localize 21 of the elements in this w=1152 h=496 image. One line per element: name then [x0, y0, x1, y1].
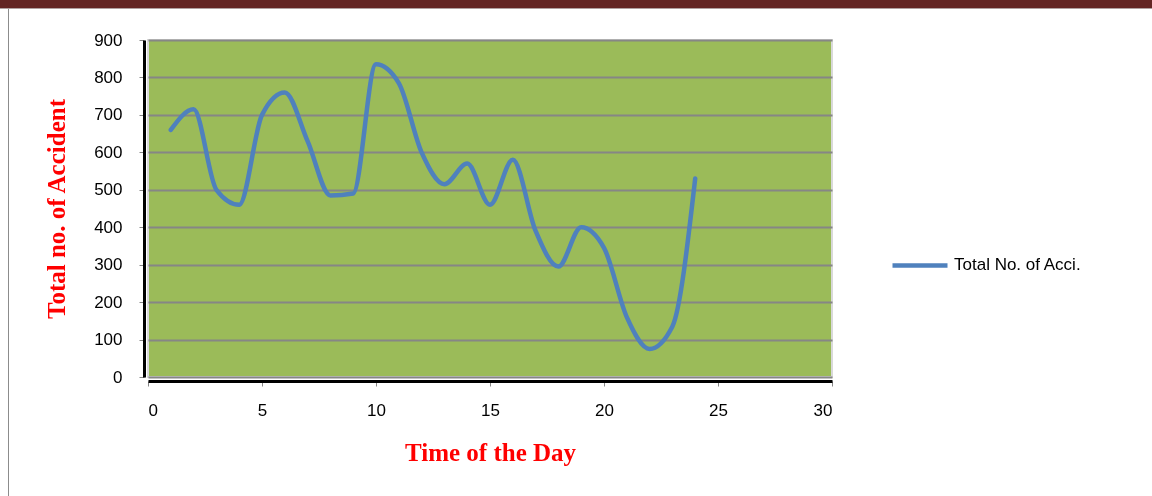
y-tick-label: 100 [94, 330, 123, 350]
x-tick-label: 5 [257, 400, 268, 420]
y-tick-label: 900 [94, 30, 123, 50]
x-tick-label: 25 [709, 400, 728, 420]
y-tick-label: 700 [94, 105, 123, 125]
y-tick-label: 500 [94, 180, 123, 200]
line-series [168, 62, 698, 352]
y-tick-label: 300 [94, 255, 123, 275]
y-axis-title: Total no. of Accident [43, 98, 71, 319]
y-tick-label: 200 [94, 292, 123, 312]
y-tick-label: 400 [94, 217, 123, 237]
x-tick-label: 0 [148, 400, 158, 420]
x-tick-label: 15 [481, 400, 500, 420]
x-axis-title: Time of the Day [404, 438, 577, 466]
x-tick-label: 20 [595, 400, 614, 420]
x-tick-label: 10 [367, 400, 386, 420]
y-tick-label: 800 [94, 67, 123, 87]
y-tick-label: 0 [113, 367, 123, 387]
y-tick-label: 600 [94, 142, 123, 162]
legend-label: Total No. of Acci. [954, 255, 1081, 275]
x-tick-label: 30 [813, 400, 833, 420]
